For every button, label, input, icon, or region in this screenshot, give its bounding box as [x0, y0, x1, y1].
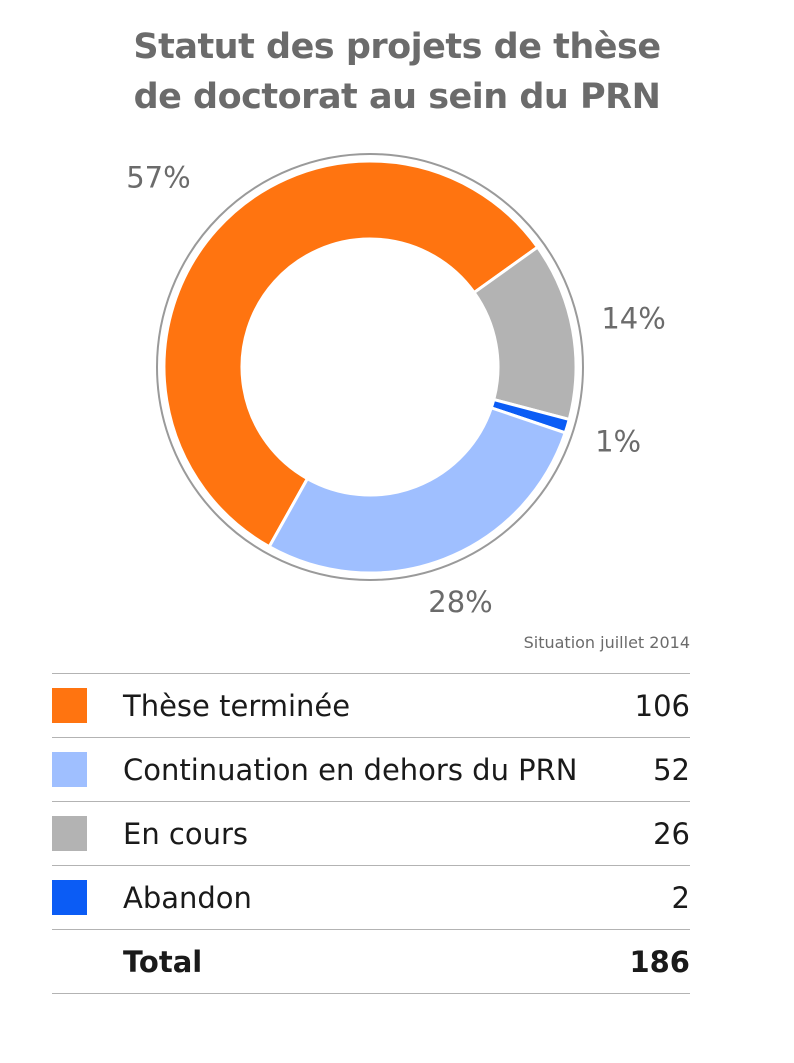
legend-swatch-continuation: [52, 752, 87, 787]
legend-row-continuation: Continuation en dehors du PRN 52: [52, 737, 690, 802]
legend-row-abandon: Abandon 2: [52, 865, 690, 930]
legend-row-en-cours: En cours 26: [52, 801, 690, 866]
legend-value: 2: [623, 865, 690, 930]
chart-title: Statut des projets de thèse de doctorat …: [0, 22, 794, 122]
legend-swatch-abandon: [52, 880, 87, 915]
percent-label-en-cours: 14%: [601, 302, 665, 336]
legend-label: Continuation en dehors du PRN: [123, 737, 624, 802]
legend-table: Thèse terminée 106 Continuation en dehor…: [52, 673, 690, 994]
legend-label: Thèse terminée: [123, 673, 624, 738]
legend-swatch-en-cours: [52, 816, 87, 851]
legend-swatch-these-terminee: [52, 688, 87, 723]
donut-slice-continuation: [267, 405, 568, 575]
donut-slice-these-terminee: [162, 159, 540, 549]
total-label: Total: [123, 929, 624, 994]
legend-value: 52: [623, 737, 690, 802]
situation-note: Situation juillet 2014: [523, 633, 690, 652]
legend-value: 106: [623, 673, 690, 738]
percent-label-abandon: 1%: [595, 424, 641, 458]
total-value: 186: [623, 929, 690, 994]
chart-title-line-1: Statut des projets de thèse: [133, 27, 661, 67]
percent-label-continuation: 28%: [428, 585, 492, 619]
legend-row-these-terminee: Thèse terminée 106: [52, 673, 690, 738]
donut-outer-ring: [156, 153, 584, 581]
legend-label: Abandon: [123, 865, 624, 930]
donut-chart: 57% 28% 14% 1%: [126, 153, 666, 619]
legend-label: En cours: [123, 801, 624, 866]
chart-title-line-2: de doctorat au sein du PRN: [133, 77, 661, 117]
legend-value: 26: [623, 801, 690, 866]
legend-row-total: Total 186: [52, 929, 690, 994]
percent-label-these-terminee: 57%: [126, 161, 190, 195]
